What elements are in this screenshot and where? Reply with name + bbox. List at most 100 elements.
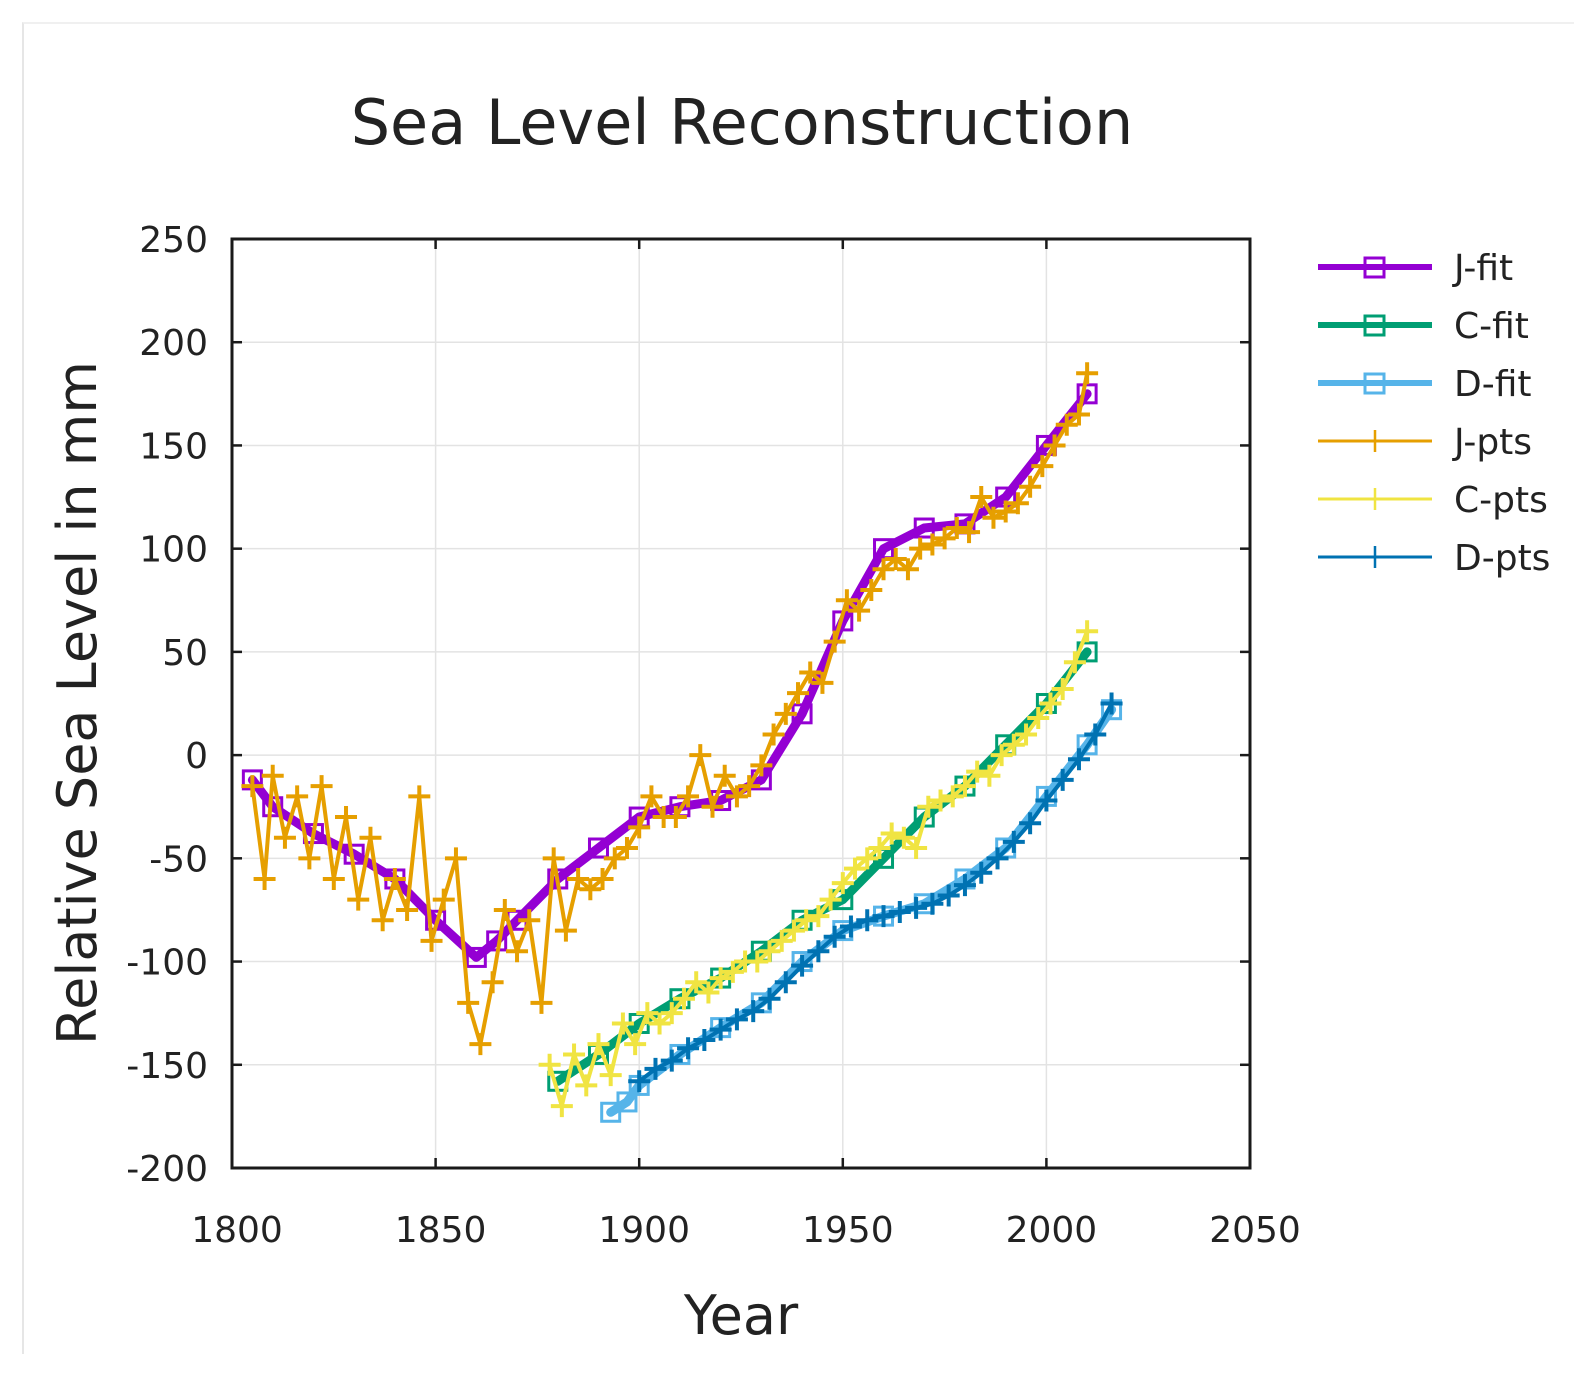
data-point-d-pts bbox=[709, 1018, 732, 1041]
x-tick-label: 1850 bbox=[395, 1210, 487, 1251]
data-point-j-pts bbox=[347, 888, 370, 911]
data-point-j-pts bbox=[542, 847, 565, 870]
data-point-c-pts bbox=[611, 1012, 634, 1035]
series-c-pts bbox=[538, 620, 1099, 1118]
data-point-j-fit bbox=[587, 837, 609, 859]
legend-label: C-fit bbox=[1454, 306, 1529, 347]
data-point-d-pts bbox=[644, 1057, 667, 1080]
y-tick-label: -150 bbox=[126, 1046, 208, 1087]
data-point-j-pts bbox=[958, 521, 981, 544]
data-point-c-pts bbox=[770, 929, 793, 952]
data-point-c-pts bbox=[563, 1043, 586, 1066]
data-point-c-pts bbox=[941, 785, 964, 808]
data-point-j-pts bbox=[774, 702, 797, 725]
data-point-c-pts bbox=[905, 837, 928, 860]
data-point-j-pts bbox=[872, 558, 895, 581]
x-tick-label: 1950 bbox=[802, 1210, 894, 1251]
data-point-c-pts bbox=[892, 826, 915, 849]
data-point-d-pts bbox=[758, 987, 781, 1010]
legend-swatch-marker bbox=[1363, 314, 1386, 337]
data-point-j-pts bbox=[725, 785, 748, 808]
data-point-j-pts bbox=[286, 785, 309, 808]
data-point-c-pts bbox=[721, 960, 744, 983]
data-point-d-pts bbox=[742, 1000, 765, 1023]
data-point-j-pts bbox=[994, 500, 1017, 523]
data-point-j-pts bbox=[811, 671, 834, 694]
legend-item-c-fit: C-fit bbox=[1318, 306, 1529, 347]
data-point-j-pts bbox=[933, 527, 956, 550]
y-tick-label: -50 bbox=[149, 839, 208, 880]
data-point-j-pts bbox=[664, 806, 687, 829]
legend-item-j-fit: J-fit bbox=[1318, 248, 1513, 289]
chart-title: Sea Level Reconstruction bbox=[351, 86, 1134, 159]
legend-label: J-fit bbox=[1452, 248, 1513, 289]
y-tick-label: 50 bbox=[162, 633, 208, 674]
data-point-c-pts bbox=[575, 1074, 598, 1097]
legend-label: C-pts bbox=[1454, 480, 1548, 521]
data-point-d-pts bbox=[872, 905, 895, 928]
data-point-j-pts bbox=[799, 661, 822, 684]
data-point-c-pts bbox=[672, 987, 695, 1010]
x-axis-label: Year bbox=[683, 1284, 799, 1347]
data-point-d-pts bbox=[1100, 692, 1123, 715]
legend-label: J-pts bbox=[1452, 422, 1532, 463]
data-point-d-pts bbox=[1002, 830, 1025, 853]
legend-item-j-pts: J-pts bbox=[1318, 422, 1532, 463]
y-tick-label: 200 bbox=[139, 323, 208, 364]
data-point-j-pts bbox=[1043, 434, 1066, 457]
data-point-j-pts bbox=[420, 929, 443, 952]
x-tick-label: 1800 bbox=[191, 1210, 283, 1251]
data-point-c-pts bbox=[709, 967, 732, 990]
data-point-j-pts bbox=[884, 547, 907, 570]
series-line-j-pts bbox=[250, 372, 1090, 1047]
data-point-j-pts bbox=[848, 599, 871, 622]
data-point-j-pts bbox=[1067, 403, 1090, 426]
data-point-d-pts bbox=[839, 915, 862, 938]
data-point-d-pts bbox=[970, 861, 993, 884]
data-point-c-pts bbox=[1051, 678, 1074, 701]
data-point-d-pts bbox=[693, 1029, 716, 1051]
legend-item-d-pts: D-pts bbox=[1318, 538, 1550, 579]
data-point-c-pts bbox=[929, 789, 952, 812]
plot-border bbox=[230, 237, 1252, 1170]
data-point-j-pts bbox=[554, 919, 577, 942]
data-point-c-pts bbox=[1015, 723, 1038, 746]
data-point-j-pts bbox=[750, 754, 773, 777]
data-point-c-pts bbox=[660, 1002, 683, 1025]
data-point-j-pts bbox=[335, 806, 358, 829]
legend-label: D-fit bbox=[1454, 364, 1532, 405]
data-point-d-fit bbox=[616, 1091, 638, 1113]
data-point-d-pts bbox=[1019, 812, 1042, 835]
data-point-d-pts bbox=[856, 909, 879, 932]
data-point-c-pts bbox=[746, 950, 769, 973]
legend: J-fit C-fit D-fit J-pts C-pts D-pts bbox=[1318, 248, 1550, 579]
data-point-c-pts bbox=[1002, 733, 1025, 756]
data-point-d-pts bbox=[921, 892, 944, 915]
data-point-c-pts bbox=[697, 981, 720, 1004]
data-point-c-pts bbox=[1076, 620, 1099, 643]
axis-ticks: 1800 1850 1900 1950 2000 2050 250 200 150 100 50 0 -… bbox=[126, 220, 1301, 1251]
series-line-d-pts bbox=[637, 702, 1114, 1083]
data-point-c-pts bbox=[685, 971, 708, 994]
y-tick-label: -200 bbox=[126, 1149, 208, 1190]
data-point-d-pts bbox=[660, 1049, 683, 1072]
data-point-j-pts bbox=[253, 867, 276, 890]
data-point-j-pts bbox=[591, 867, 614, 890]
data-point-j-pts bbox=[493, 898, 516, 921]
data-point-j-pts bbox=[469, 1033, 492, 1056]
data-point-c-pts bbox=[550, 1095, 573, 1118]
data-point-c-pts bbox=[648, 1012, 671, 1035]
data-point-j-pts bbox=[310, 775, 333, 798]
x-tick-label: 1900 bbox=[598, 1210, 690, 1251]
data-point-j-pts bbox=[359, 826, 382, 849]
data-point-j-pts bbox=[432, 888, 455, 911]
data-point-j-pts bbox=[579, 878, 602, 901]
data-point-c-pts bbox=[819, 888, 842, 911]
data-point-j-pts bbox=[371, 909, 394, 932]
data-point-c-pts bbox=[844, 857, 867, 880]
data-point-c-pts bbox=[831, 872, 854, 895]
data-point-d-pts bbox=[791, 954, 814, 977]
legend-swatch-marker bbox=[1363, 256, 1386, 279]
legend-item-d-fit: D-fit bbox=[1318, 364, 1532, 405]
